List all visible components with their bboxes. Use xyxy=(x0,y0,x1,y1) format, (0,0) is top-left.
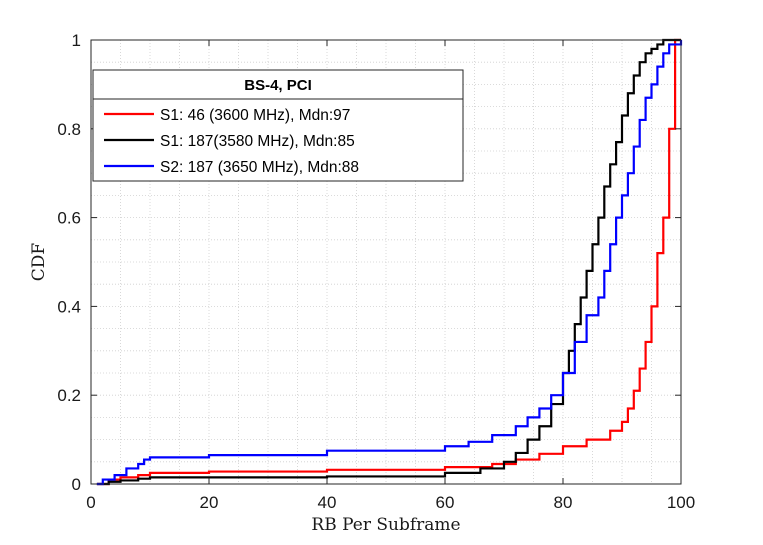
plot-frame xyxy=(90,39,682,485)
x-tick-label: 60 xyxy=(436,493,455,512)
legend-title: BS-4, PCI xyxy=(244,77,312,94)
x-tick-label: 100 xyxy=(667,493,695,512)
x-axis-label: RB Per Subframe xyxy=(311,515,460,535)
y-axis-label: CDF xyxy=(29,243,49,282)
x-tick-label: 0 xyxy=(86,493,95,512)
legend-entry-label: S1: 46 (3600 MHz), Mdn:97 xyxy=(160,107,350,124)
x-tick-label: 40 xyxy=(318,493,337,512)
y-tick-label: 0 xyxy=(72,475,81,494)
legend-entry-label: S1: 187(3580 MHz), Mdn:85 xyxy=(160,133,355,150)
y-tick-label: 0.6 xyxy=(57,209,81,228)
series-line-3 xyxy=(96,40,683,486)
legend-entry-label: S2: 187 (3650 MHz), Mdn:88 xyxy=(160,159,359,176)
y-tick-label: 0.2 xyxy=(57,386,81,405)
series-line-1 xyxy=(96,38,681,486)
y-tick-label: 0.4 xyxy=(57,297,81,316)
series-line-2 xyxy=(96,38,681,486)
x-tick-label: 80 xyxy=(554,493,573,512)
legend-entries: S1: 46 (3600 MHz), Mdn:97 S1: 187(3580 MH… xyxy=(104,107,359,176)
legend: BS-4, PCI S1: 46 (3600 MHz), Mdn:97 S1: 1… xyxy=(92,69,464,182)
series-layer xyxy=(96,38,683,486)
tick-layer: 0 20 40 60 80 100 0 0.2 0.4 0.6 0.8 1 xyxy=(57,31,695,512)
y-tick-label: 0.8 xyxy=(57,120,81,139)
y-tick-label: 1 xyxy=(72,31,81,50)
legend-box xyxy=(92,69,464,182)
x-tick-label: 20 xyxy=(200,493,219,512)
